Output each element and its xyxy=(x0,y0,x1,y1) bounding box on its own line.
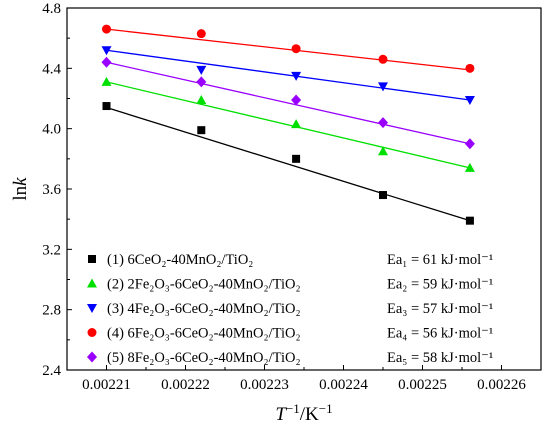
data-point xyxy=(291,71,302,81)
data-point xyxy=(378,54,388,64)
fit-line xyxy=(106,28,470,71)
legend-label: (1) 6CeO₂-40MnO₂/TiO₂ xyxy=(107,252,253,268)
data-point xyxy=(465,216,474,225)
data-point xyxy=(101,76,112,86)
fit-line xyxy=(106,61,471,145)
y-tick-label: 2.4 xyxy=(42,363,61,379)
data-point xyxy=(291,94,302,106)
fit-line xyxy=(106,106,471,222)
data-point xyxy=(196,95,207,105)
data-point xyxy=(197,126,206,135)
data-point xyxy=(378,82,388,92)
x-tick-label: 0.00225 xyxy=(398,377,447,393)
legend-label: (5) 8Fe₂O₃-6CeO₂-40MnO₂/TiO₂ xyxy=(107,350,301,366)
activation-energy-label: Ea₅ = 58 kJ·mol⁻¹ xyxy=(387,350,493,366)
fit-line xyxy=(106,81,471,169)
data-point xyxy=(196,29,206,39)
data-point xyxy=(378,146,388,156)
y-tick-label: 3.2 xyxy=(42,242,61,258)
data-point xyxy=(378,117,388,129)
data-point xyxy=(464,162,475,172)
x-tick-label: 0.00221 xyxy=(82,377,131,393)
y-axis-title: lnk xyxy=(10,177,31,201)
legend: (1) 6CeO₂-40MnO₂/TiO₂ Ea₁ = 61 kJ·mol⁻¹ (2… xyxy=(87,252,493,366)
activation-energy-label: Ea₂ = 59 kJ·mol⁻¹ xyxy=(387,277,493,293)
activation-energy-label: Ea₄ = 56 kJ·mol⁻¹ xyxy=(387,326,493,342)
legend-marker xyxy=(87,328,97,337)
activation-energy-label: Ea₃ = 57 kJ·mol⁻¹ xyxy=(387,301,493,317)
y-tick-label: 4.4 xyxy=(42,61,61,77)
y-tick-label: 4.8 xyxy=(42,1,61,17)
data-point xyxy=(465,63,475,73)
data-point xyxy=(101,56,112,68)
x-tick-label: 0.00223 xyxy=(240,377,289,393)
x-tick-label: 0.00222 xyxy=(161,377,210,393)
data-point xyxy=(464,96,475,106)
fit-line xyxy=(106,49,470,101)
data-point xyxy=(102,102,111,111)
legend-label: (4) 6Fe₂O₃-6CeO₂-40MnO₂/TiO₂ xyxy=(107,326,301,342)
data-point xyxy=(196,65,207,75)
activation-energy-label: Ea₁ = 61 kJ·mol⁻¹ xyxy=(387,252,493,268)
legend-label: (2) 2Fe₂O₃-6CeO₂-40MnO₂/TiO₂ xyxy=(107,277,301,293)
data-point xyxy=(101,46,112,56)
legend-marker xyxy=(87,304,97,313)
legend-marker xyxy=(88,255,96,263)
y-tick-label: 2.8 xyxy=(42,303,61,319)
x-tick-label: 0.00226 xyxy=(477,377,526,393)
data-point xyxy=(292,154,301,163)
data-point xyxy=(379,191,387,200)
data-point xyxy=(102,24,111,34)
data-point xyxy=(291,119,302,129)
x-tick-label: 0.00224 xyxy=(319,377,368,393)
x-axis-title: T−1/K−1 xyxy=(275,401,332,426)
legend-marker xyxy=(87,278,97,288)
data-point xyxy=(196,76,207,88)
y-tick-label: 3.6 xyxy=(42,182,61,198)
legend-marker xyxy=(87,351,97,363)
data-point xyxy=(291,44,301,54)
legend-label: (3) 4Fe₂O₃-6CeO₂-40MnO₂/TiO₂ xyxy=(107,301,301,317)
data-point xyxy=(464,138,475,150)
y-tick-label: 4.0 xyxy=(42,122,61,138)
